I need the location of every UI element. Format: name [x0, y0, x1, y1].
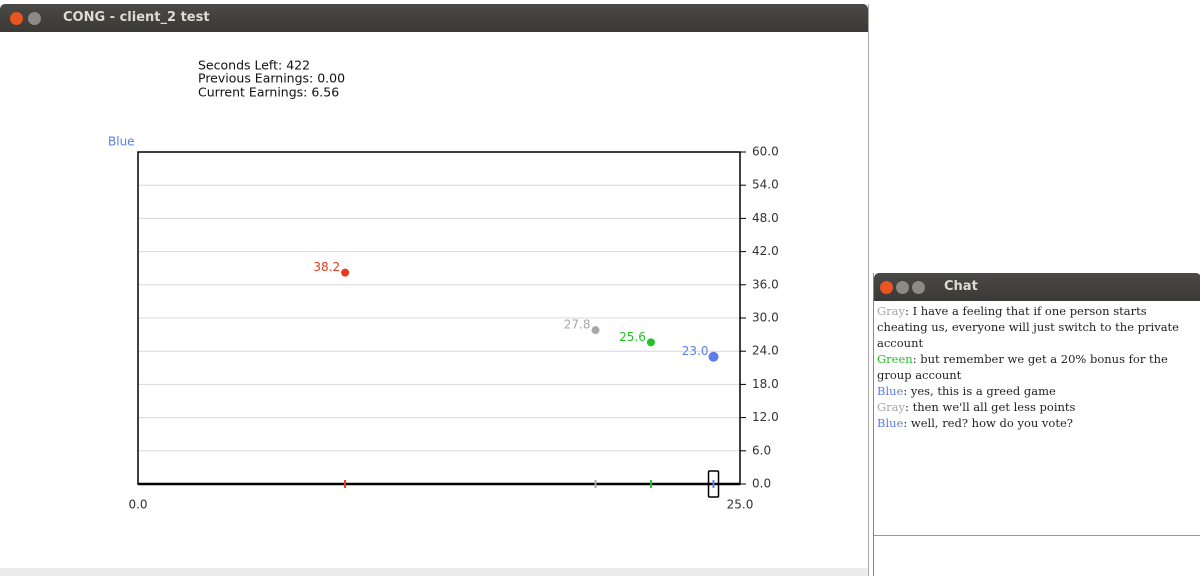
point — [708, 351, 719, 362]
value-label: 23.0 — [682, 344, 709, 358]
minimize-button[interactable] — [896, 281, 909, 294]
chat-input[interactable] — [874, 535, 1200, 577]
speaker: Green — [877, 352, 913, 366]
y-tick-label: 12.0 — [752, 410, 779, 424]
point — [646, 338, 655, 347]
y-tick-label: 18.0 — [752, 377, 779, 391]
speaker: Gray — [877, 304, 906, 318]
speaker: Blue — [877, 416, 904, 430]
message-text: : well, red? how do you vote? — [903, 416, 1073, 430]
chat-log: Gray: I have a feeling that if one perso… — [877, 303, 1192, 431]
previous-earnings: Previous Earnings: 0.00 — [198, 71, 345, 86]
x-tick-label: 25.0 — [727, 498, 754, 512]
chat-title-bar: Chat — [874, 273, 1200, 301]
game-canvas: Seconds Left: 422 Previous Earnings: 0.0… — [0, 58, 868, 576]
y-tick-label: 6.0 — [752, 443, 771, 457]
message-text: : I have a feeling that if one person st… — [877, 304, 1179, 350]
chat-message: Blue: well, red? how do you vote? — [877, 415, 1192, 431]
selection-box — [707, 470, 720, 498]
value-label: 27.8 — [564, 318, 591, 332]
close-button[interactable] — [880, 281, 893, 294]
y-tick-label: 54.0 — [752, 178, 779, 192]
point — [591, 326, 600, 335]
chat-title: Chat — [944, 279, 978, 294]
maximize-button[interactable] — [912, 281, 925, 294]
current-earnings: Current Earnings: 6.56 — [198, 85, 339, 100]
window-title: CONG - client_2 test — [63, 10, 210, 25]
x-tick-label: 0.0 — [128, 498, 147, 512]
value-label: 38.2 — [313, 260, 340, 274]
title-bar: CONG - client_2 test — [0, 4, 868, 32]
chat-message: Blue: yes, this is a greed game — [877, 383, 1192, 399]
chat-message: Gray: I have a feeling that if one perso… — [877, 303, 1192, 351]
close-button[interactable] — [10, 12, 23, 25]
chat-message: Gray: then we'll all get less points — [877, 399, 1192, 415]
y-tick-label: 30.0 — [752, 311, 779, 325]
message-text: : but remember we get a 20% bonus for th… — [877, 352, 1168, 382]
y-tick-label: 0.0 — [752, 477, 771, 491]
seconds-left: Seconds Left: 422 — [198, 58, 310, 73]
chat-window: Chat Gray: I have a feeling that if one … — [873, 273, 1200, 577]
minimize-button[interactable] — [28, 12, 41, 25]
y-tick-label: 36.0 — [752, 277, 779, 291]
bottom-strip — [0, 568, 868, 576]
y-tick-label: 42.0 — [752, 244, 779, 258]
value-label: 25.6 — [619, 330, 646, 344]
message-text: : yes, this is a greed game — [903, 384, 1056, 398]
message-text: : then we'll all get less points — [905, 400, 1076, 414]
speaker: Gray — [877, 400, 906, 414]
y-tick-label: 60.0 — [752, 145, 779, 159]
player-label: Blue — [108, 135, 135, 149]
main-window: CONG - client_2 test Seconds Left: 422 P… — [0, 4, 869, 576]
point — [341, 268, 350, 277]
speaker: Blue — [877, 384, 904, 398]
y-tick-label: 24.0 — [752, 344, 779, 358]
y-tick-label: 48.0 — [752, 211, 779, 225]
chat-message: Green: but remember we get a 20% bonus f… — [877, 351, 1192, 383]
